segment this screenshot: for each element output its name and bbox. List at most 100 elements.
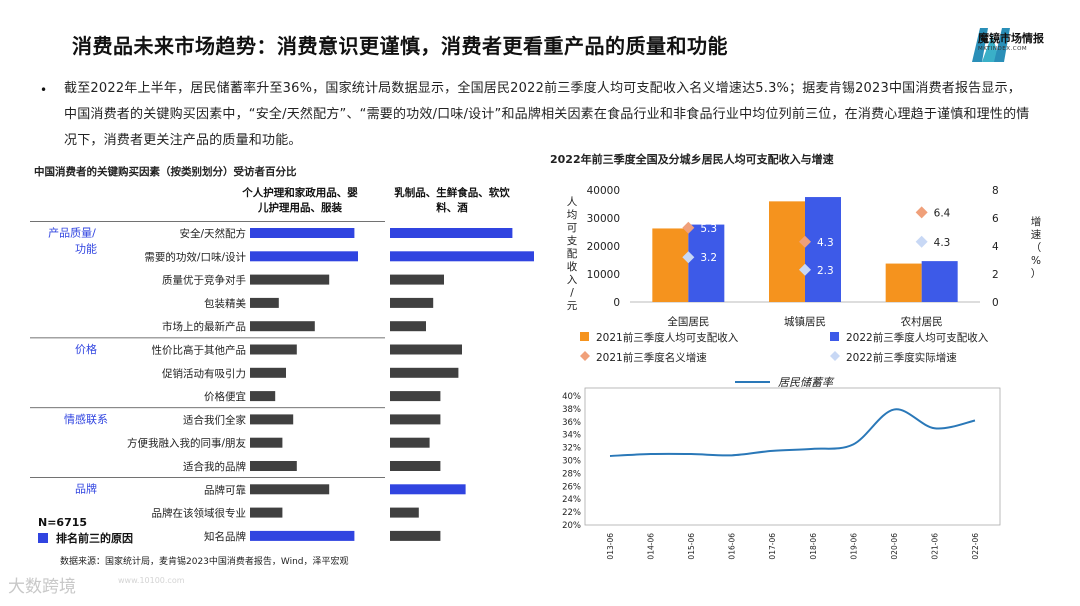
y2-axis-label-char: 增 — [1031, 215, 1042, 228]
bar-food — [390, 507, 419, 518]
savings-legend-label: 居民储蓄率 — [778, 376, 835, 389]
nominal-growth-marker — [682, 221, 695, 234]
bar-food — [390, 228, 513, 238]
y-axis-label-char: 收 — [567, 260, 578, 273]
real-growth-marker — [799, 263, 811, 276]
legend-swatch — [580, 351, 590, 361]
savings-y-tick: 40% — [562, 392, 581, 402]
group-label: 品牌 — [75, 482, 97, 496]
savings-x-tick: 2022-06 — [971, 533, 980, 560]
legend-swatch-top3 — [38, 533, 48, 543]
group-label-quality-line1: 产品质量/ — [48, 225, 96, 239]
savings-x-tick: 2019-06 — [849, 533, 858, 560]
factor-label: 品牌在该领域很专业 — [152, 507, 247, 520]
bar-nonfood — [250, 507, 283, 518]
y-tick-label: 0 — [613, 297, 620, 309]
legend-swatch — [830, 332, 839, 341]
bar-food — [390, 367, 459, 378]
group-label-quality-line2: 功能 — [75, 241, 97, 255]
bar-food — [390, 391, 441, 402]
x-tick-label: 全国居民 — [667, 315, 709, 328]
x-tick-label: 城镇居民 — [784, 315, 826, 328]
savings-y-tick: 22% — [562, 508, 581, 518]
column-header-nonfood-line1: 个人护理和家政用品、婴 — [241, 186, 358, 199]
y-axis-label-char: 支 — [567, 235, 578, 247]
bar-food — [390, 297, 434, 308]
y-tick-label: 40000 — [587, 185, 620, 197]
legend-label: 2021前三季度名义增速 — [596, 351, 707, 364]
bar-2022-income — [688, 224, 725, 302]
growth-data-label: 2.3 — [817, 265, 834, 277]
y-axis-label-char: 入 — [567, 274, 578, 286]
bar-nonfood — [250, 344, 297, 355]
x-tick-label: 农村居民 — [901, 315, 943, 328]
y-tick-label: 10000 — [587, 269, 620, 281]
savings-y-tick: 24% — [562, 495, 581, 505]
legend-swatch — [830, 351, 840, 361]
data-source-footer: 数据来源：国家统计局，麦肯锡2023中国消费者报告，Wind，泽平宏观 — [60, 557, 349, 567]
group-label: 价格 — [75, 342, 97, 356]
y2-tick-label: 0 — [992, 297, 999, 309]
savings-x-tick: 2014-06 — [647, 533, 656, 560]
bar-food — [390, 437, 430, 448]
watermark-url: www.10100.com — [118, 576, 185, 585]
factor-label: 需要的功效/口味/设计 — [144, 250, 246, 263]
bar-nonfood — [250, 530, 355, 541]
growth-data-label: 4.3 — [817, 237, 834, 249]
bar-food — [390, 274, 444, 285]
logo-icon — [972, 28, 1010, 62]
bar-2022-income — [805, 197, 841, 302]
sample-size-note: N=6715 — [38, 516, 87, 529]
growth-data-label: 4.3 — [934, 237, 951, 249]
savings-y-tick: 20% — [562, 521, 581, 531]
bar-nonfood — [250, 367, 286, 378]
growth-data-label: 3.2 — [700, 252, 717, 264]
savings-x-tick: 2017-06 — [768, 533, 777, 560]
savings-y-tick: 28% — [562, 469, 581, 479]
y2-tick-label: 8 — [992, 185, 999, 197]
bar-2021-income — [885, 263, 922, 302]
bar-food — [390, 414, 441, 425]
y2-tick-label: 4 — [992, 241, 999, 253]
logo-subtitle: MKTINDEX.COM — [978, 46, 1028, 52]
y2-tick-label: 2 — [992, 269, 999, 281]
logo-name: 魔镜市场情报 — [978, 32, 1044, 45]
bar-2021-income — [652, 228, 689, 302]
nominal-growth-marker — [799, 235, 811, 248]
real-growth-marker — [915, 235, 928, 248]
savings-y-tick: 36% — [562, 418, 581, 428]
savings-x-tick: 2018-06 — [809, 533, 818, 560]
y2-axis-label-char: ） — [1031, 268, 1042, 280]
purchase-factors-title: 中国消费者的关键购买因素（按类别划分）受访者百分比 — [34, 165, 297, 178]
real-growth-marker — [682, 251, 695, 264]
legend-label: 2022前三季度实际增速 — [846, 351, 957, 364]
bar-nonfood — [250, 251, 358, 262]
savings-x-tick: 2021-06 — [930, 533, 939, 560]
bar-nonfood — [250, 297, 279, 308]
y-axis-label-char: 配 — [567, 248, 578, 260]
savings-rate-line — [609, 408, 976, 457]
purchase-factors-chart: 中国消费者的关键购买因素（按类别划分）受访者百分比 个人护理和家政用品、婴儿护理… — [30, 165, 534, 545]
growth-data-label: 5.3 — [700, 223, 717, 235]
legend-label: 2022前三季度人均可支配收入 — [846, 331, 989, 344]
factor-label: 促销活动有吸引力 — [162, 367, 246, 380]
bar-nonfood — [250, 321, 315, 332]
bar-food — [390, 484, 466, 495]
column-header-nonfood-line2: 儿护理用品、服装 — [257, 201, 342, 214]
page-title: 消费品未来市场趋势：消费意识更谨慎，消费者更看重产品的质量和功能 — [72, 34, 728, 58]
bullet-icon: • — [40, 83, 48, 97]
bar-food — [390, 251, 534, 262]
bar-nonfood — [250, 461, 297, 471]
factor-label: 适合我的品牌 — [183, 460, 246, 473]
bar-food — [390, 530, 441, 541]
savings-x-tick: 2015-06 — [687, 533, 696, 560]
bar-nonfood — [250, 437, 283, 448]
savings-y-tick: 26% — [562, 482, 581, 492]
bar-food — [390, 461, 441, 471]
group-label: 情感联系 — [64, 413, 108, 426]
bar-nonfood — [250, 484, 330, 495]
legend-swatch — [580, 332, 589, 341]
savings-x-tick: 2016-06 — [728, 533, 737, 560]
factor-label: 知名品牌 — [204, 530, 246, 543]
savings-x-tick: 2020-06 — [890, 533, 899, 560]
